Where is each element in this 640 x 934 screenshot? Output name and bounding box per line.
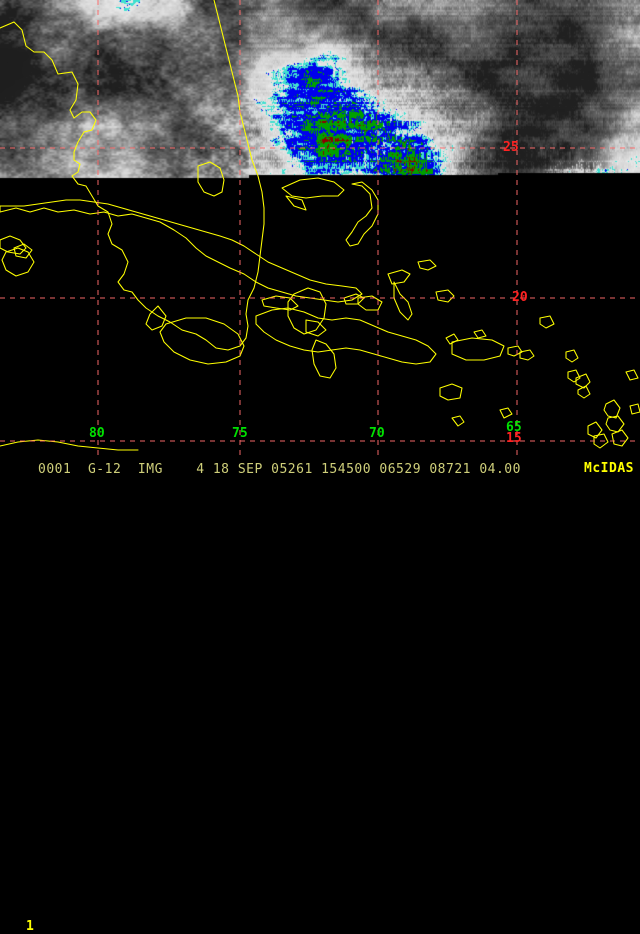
infrared-satellite-imagery[interactable] [0, 0, 640, 458]
status-bar: 1 0001 G-12 IMG 4 18 SEP 05261 154500 06… [0, 458, 640, 934]
misc-coastline-fragments [0, 235, 639, 451]
frame-number-label: 1 [26, 919, 34, 934]
image-metadata-line: 0001 G-12 IMG 4 18 SEP 05261 154500 0652… [38, 461, 521, 477]
mcidas-brand-label: McIDAS [584, 461, 634, 476]
puerto-rico-island [451, 337, 523, 361]
jamaica-island [159, 317, 245, 365]
lon-label-70: 70 [369, 426, 385, 441]
hispaniola-island [255, 295, 437, 365]
florida-peninsula [0, 0, 265, 351]
latlon-grid-overlay [0, 0, 640, 458]
lon-label-65: 65 [506, 420, 522, 435]
lat-label-20: 20 [512, 290, 528, 305]
bahamas-islands [281, 177, 463, 401]
coastline-overlay [0, 0, 640, 451]
lon-label-75: 75 [232, 426, 248, 441]
lat-label-25: 25 [503, 140, 519, 155]
lesser-antilles-islands [445, 315, 640, 449]
lon-label-80: 80 [89, 426, 105, 441]
satellite-image-panel[interactable]: 25 20 15 80 75 70 65 [0, 0, 640, 458]
cuba-island [0, 199, 363, 303]
lat-label-15: 15 [506, 431, 522, 446]
